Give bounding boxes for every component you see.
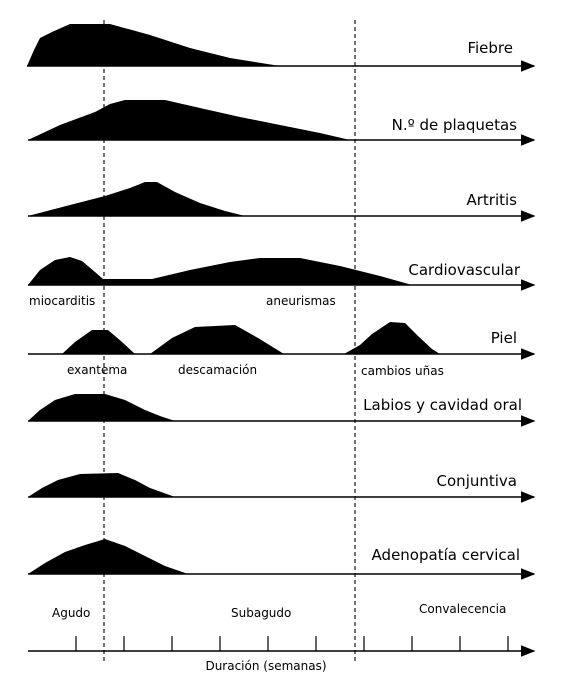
piel-label: Piel — [491, 329, 517, 347]
row-fiebre: Fiebre — [27, 24, 536, 72]
row-cardiovascular: Cardiovascular miocarditis aneurismas — [28, 257, 536, 308]
row-plaquetas: N.º de plaquetas — [28, 100, 536, 146]
conjuntiva-shape — [28, 473, 175, 497]
phase-subagudo-label: Subagudo — [231, 606, 291, 620]
artritis-shape — [28, 182, 245, 216]
piel-descamacion-shape — [150, 325, 284, 354]
miocarditis-label: miocarditis — [29, 294, 95, 308]
adenopatia-shape — [28, 539, 188, 574]
row-piel: Piel exantema descamación cambios uñas — [28, 322, 536, 378]
piel-cambios-unas-shape — [344, 322, 440, 354]
piel-exantema-shape — [62, 330, 135, 354]
artritis-label: Artritis — [466, 191, 517, 209]
duration-axis: Duración (semanas) — [28, 636, 536, 673]
fiebre-shape — [27, 24, 280, 66]
phase-convalecencia-label: Convalecencia — [419, 602, 506, 616]
plaquetas-label: N.º de plaquetas — [392, 116, 518, 134]
aneurismas-label: aneurismas — [266, 294, 336, 308]
cardiovascular-shape — [28, 257, 412, 285]
row-conjuntiva: Conjuntiva — [28, 472, 536, 503]
cambios-unas-label: cambios uñas — [361, 364, 444, 378]
row-adenopatia: Adenopatía cervical — [28, 539, 536, 580]
exantema-label: exantema — [67, 363, 127, 377]
duration-axis-title: Duración (semanas) — [205, 659, 326, 673]
duration-ticks — [75, 636, 509, 651]
row-artritis: Artritis — [28, 182, 536, 222]
descamacion-label: descamación — [178, 363, 257, 377]
labios-shape — [28, 394, 175, 421]
conjuntiva-label: Conjuntiva — [437, 472, 517, 490]
plaquetas-shape — [28, 100, 350, 140]
fiebre-label: Fiebre — [467, 39, 513, 57]
adenopatia-label: Adenopatía cervical — [372, 546, 520, 564]
phase-agudo-label: Agudo — [52, 606, 90, 620]
labios-label: Labios y cavidad oral — [363, 396, 522, 414]
cardiovascular-label: Cardiovascular — [408, 261, 520, 279]
row-labios: Labios y cavidad oral — [28, 394, 536, 427]
